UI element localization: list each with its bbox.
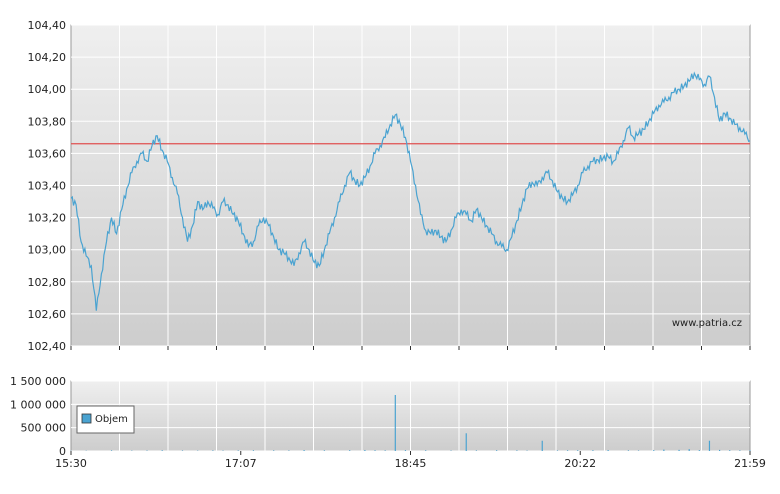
volume-y-tick-label: 500 000 <box>21 422 67 435</box>
price-y-tick-label: 102,40 <box>28 340 67 353</box>
watermark: www.patria.cz <box>672 318 742 329</box>
price-y-tick-label: 103,60 <box>28 147 67 160</box>
volume-chart-panel: 1 500 000 1 000 000 500 000 0 Objem 15:30 17… <box>10 375 766 470</box>
price-y-tick-label: 104,00 <box>28 83 67 96</box>
x-tick-label: 18:45 <box>395 457 427 470</box>
price-series-line <box>70 71 751 311</box>
volume-y-ticks: 1 500 000 1 000 000 500 000 0 <box>10 375 66 458</box>
legend-swatch <box>81 413 92 424</box>
price-y-tick-label: 103,20 <box>28 212 67 225</box>
price-y-tick-label: 103,80 <box>28 115 67 128</box>
volume-y-tick-label: 1 000 000 <box>10 398 66 411</box>
x-tick-label: 20:22 <box>564 457 596 470</box>
price-y-tick-label: 104,40 <box>28 19 67 32</box>
price-chart-panel: 104,40 104,20 104,00 103,80 103,60 103,40 103,… <box>28 19 751 353</box>
x-tick-label: 17:07 <box>225 457 257 470</box>
volume-legend: Objem <box>76 405 135 434</box>
price-y-tick-label: 102,80 <box>28 276 67 289</box>
time-x-ticks: 15:30 17:07 18:45 20:22 21:59 <box>55 451 766 470</box>
price-y-tick-label: 103,00 <box>28 244 67 257</box>
x-tick-label: 15:30 <box>55 457 87 470</box>
x-tick-label: 21:59 <box>734 457 766 470</box>
volume-y-tick-label: 0 <box>59 445 66 458</box>
legend-label: Objem <box>95 414 128 425</box>
price-y-tick-label: 104,20 <box>28 51 67 64</box>
price-y-tick-label: 102,60 <box>28 308 67 321</box>
price-gridlines <box>70 24 751 350</box>
price-y-ticks: 104,40 104,20 104,00 103,80 103,60 103,40 103,… <box>28 19 67 353</box>
price-y-tick-label: 103,40 <box>28 180 67 193</box>
volume-y-tick-label: 1 500 000 <box>10 375 66 388</box>
volume-bars <box>70 395 751 451</box>
volume-gridlines <box>71 380 750 452</box>
